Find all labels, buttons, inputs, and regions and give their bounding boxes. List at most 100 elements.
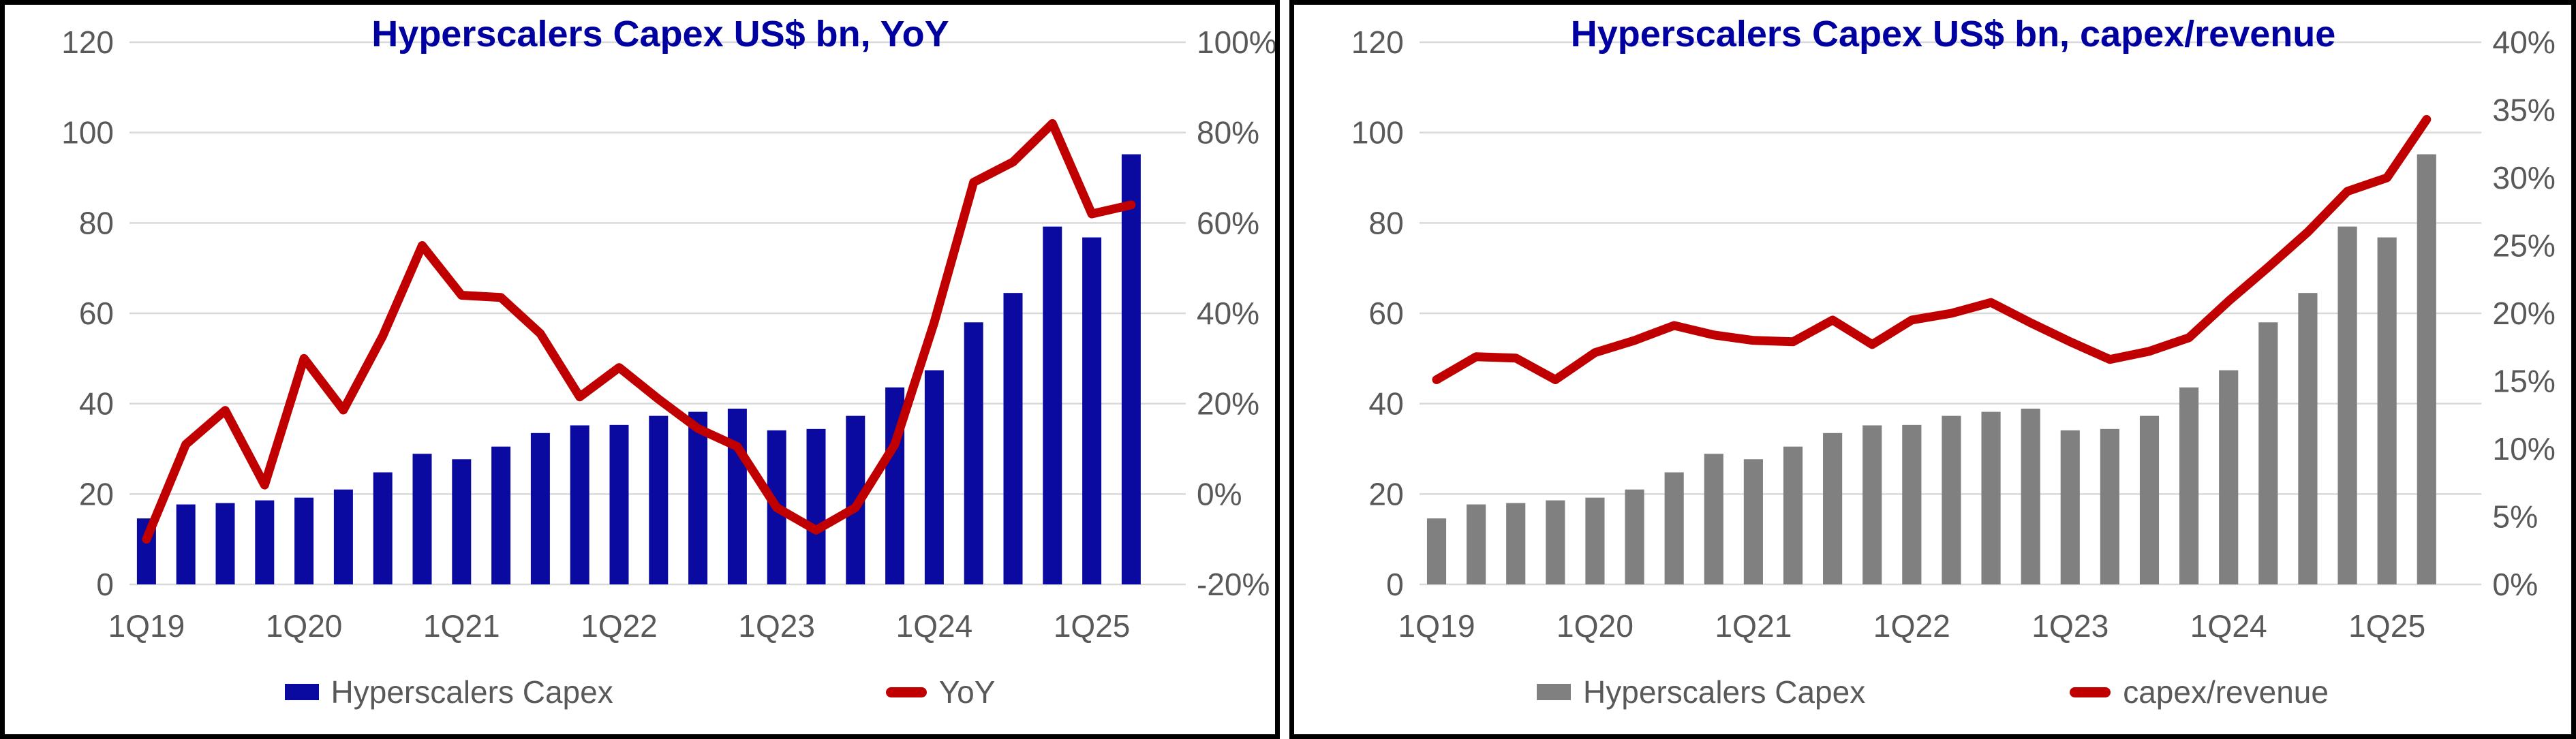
bar-1Q24 — [924, 370, 944, 584]
legend-item-capex: Hyperscalers Capex — [284, 674, 613, 710]
legend-item-capex-revenue: capex/revenue — [2070, 674, 2329, 710]
bar-4Q19 — [1546, 500, 1565, 584]
x-axis-ticks: 1Q19 1Q20 1Q21 1Q22 1Q23 1Q24 1Q25 — [108, 608, 1131, 644]
left-axis-tick: 0 — [1386, 567, 1404, 602]
x-axis-tick-1Q24: 1Q24 — [896, 608, 973, 644]
x-axis-tick-1Q21: 1Q21 — [1715, 608, 1792, 644]
capex-bar-swatch-icon-2 — [1537, 684, 1571, 700]
bar-1Q19 — [1426, 518, 1447, 584]
bar-1Q22 — [1902, 424, 1922, 584]
bar-4Q21 — [1862, 425, 1882, 584]
bar-3Q19 — [1506, 503, 1526, 584]
bar-3Q21 — [1823, 433, 1843, 584]
line-series — [1432, 114, 2432, 384]
bar-4Q24 — [2337, 226, 2357, 584]
bar-4Q20 — [1704, 454, 1723, 584]
right-axis-tick: 100% — [1197, 25, 1275, 60]
bar-3Q24 — [2298, 293, 2318, 584]
right-axis-tick: 60% — [1197, 205, 1259, 240]
x-axis-tick-1Q23: 1Q23 — [2031, 608, 2109, 644]
bar-3Q23 — [2139, 415, 2160, 584]
bar-2Q19 — [1467, 504, 1486, 584]
bar-3Q22 — [688, 411, 708, 584]
bar-4Q24 — [1043, 226, 1062, 584]
bar-4Q21 — [570, 425, 589, 584]
left-axis-tick: 20 — [79, 476, 114, 512]
bar-3Q22 — [1981, 411, 2001, 584]
bar-2Q23 — [806, 428, 826, 584]
left-axis-tick: 40 — [1368, 386, 1403, 422]
x-axis-tick-1Q24: 1Q24 — [2190, 608, 2267, 644]
right-axis-ticks: 40% 35% 30% 25% 20% 15% 10% 5% 0% — [2492, 25, 2556, 602]
right-axis-tick: 10% — [2492, 431, 2556, 467]
right-axis-tick: 25% — [2492, 228, 2556, 264]
bar-1Q21 — [452, 459, 472, 584]
capex-legend-label: Hyperscalers Capex — [331, 674, 613, 710]
left-axis-tick: 0 — [96, 567, 114, 602]
bar-3Q21 — [530, 433, 550, 584]
capex-revenue-legend: Hyperscalers Capex capex/revenue — [1294, 674, 2571, 710]
bar-3Q20 — [1664, 472, 1684, 584]
capex-yoy-chart-panel: 120 100 80 60 40 20 0 100% 80% 60% 40% 20% 0% -20% 1Q1… — [0, 0, 1280, 739]
right-axis-tick: 15% — [2492, 364, 2556, 399]
bar-2Q19 — [176, 504, 196, 584]
bars-series — [136, 154, 1141, 585]
left-axis-tick: 60 — [79, 296, 114, 331]
yoy-legend-label: YoY — [938, 674, 996, 710]
x-axis-tick-1Q23: 1Q23 — [738, 608, 815, 644]
capex-yoy-plot: 120 100 80 60 40 20 0 100% 80% 60% 40% 20% 0% -20% 1Q1… — [61, 25, 1275, 644]
x-axis-tick-1Q19: 1Q19 — [1398, 608, 1475, 644]
bar-3Q24 — [1003, 293, 1023, 584]
bar-2Q25 — [1121, 154, 1141, 585]
left-axis-tick: 80 — [1368, 205, 1403, 240]
right-axis-tick: 20% — [1197, 386, 1259, 422]
left-axis-tick: 120 — [1351, 25, 1404, 60]
left-axis-tick: 40 — [79, 386, 114, 422]
bar-1Q21 — [1743, 459, 1763, 584]
bar-2Q20 — [1625, 489, 1644, 584]
bar-3Q19 — [215, 503, 235, 584]
capex-bar-swatch-icon — [284, 684, 319, 700]
right-axis-tick: 35% — [2492, 93, 2556, 128]
capex-revenue-line-swatch-icon — [2070, 687, 2111, 697]
x-axis-tick-1Q25: 1Q25 — [2348, 608, 2425, 644]
x-axis-tick-1Q22: 1Q22 — [581, 608, 658, 644]
left-axis-tick: 100 — [1351, 115, 1404, 151]
right-axis-tick: 20% — [2492, 296, 2556, 331]
bar-4Q23 — [2179, 387, 2199, 584]
legend-item-yoy: YoY — [885, 674, 996, 710]
bar-1Q20 — [294, 497, 314, 584]
right-axis-tick: 40% — [2492, 25, 2556, 60]
bar-2Q20 — [333, 489, 353, 584]
bar-2Q22 — [649, 415, 669, 584]
x-axis-ticks: 1Q19 1Q20 1Q21 1Q22 1Q23 1Q24 1Q25 — [1398, 608, 2425, 644]
x-axis-tick-1Q20: 1Q20 — [1557, 608, 1634, 644]
bar-4Q20 — [412, 454, 432, 584]
yoy-line-swatch-icon — [885, 687, 927, 697]
bar-1Q24 — [2219, 370, 2239, 584]
bar-2Q21 — [491, 446, 511, 584]
left-axis-tick: 80 — [79, 205, 114, 240]
right-axis-tick: 30% — [2492, 160, 2556, 195]
right-axis-tick: 5% — [2492, 499, 2538, 535]
left-axis-tick: 100 — [61, 115, 114, 151]
bar-2Q24 — [964, 322, 983, 584]
bar-2Q22 — [1942, 415, 1961, 584]
bar-1Q25 — [2377, 237, 2397, 584]
bar-1Q20 — [1585, 497, 1605, 584]
bar-2Q25 — [2417, 154, 2436, 585]
capex-revenue-chart-panel: 120 100 80 60 40 20 0 40% 35% 30% 25% 20% 15% 10% 5% 0%… — [1289, 0, 2576, 739]
x-axis-tick-1Q20: 1Q20 — [266, 608, 343, 644]
bar-2Q24 — [2258, 322, 2278, 584]
capex-revenue-plot: 120 100 80 60 40 20 0 40% 35% 30% 25% 20% 15% 10% 5% 0%… — [1351, 25, 2556, 644]
capex-legend-label-2: Hyperscalers Capex — [1583, 674, 1866, 710]
right-axis-ticks: 100% 80% 60% 40% 20% 0% -20% — [1197, 25, 1275, 602]
bar-2Q23 — [2100, 428, 2119, 584]
x-axis-tick-1Q25: 1Q25 — [1054, 608, 1131, 644]
right-axis-tick: 40% — [1197, 296, 1259, 331]
legend-item-capex-2: Hyperscalers Capex — [1537, 674, 1865, 710]
x-axis-tick-1Q19: 1Q19 — [108, 608, 185, 644]
bar-3Q20 — [373, 472, 393, 584]
right-axis-tick: 0% — [2492, 567, 2538, 602]
right-axis-tick: -20% — [1197, 567, 1270, 602]
